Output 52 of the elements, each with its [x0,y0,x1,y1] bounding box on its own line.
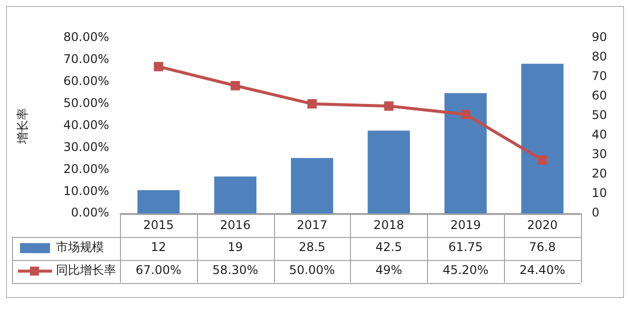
y-tick-label: 60.00% [63,74,110,88]
data-label: 61.75 [448,240,483,254]
x-tick-label: 2015 [143,218,174,232]
y2-tick-label: 40 [592,128,608,142]
point [154,62,164,72]
x-tick-label: 2017 [296,218,328,232]
y2-tick-label: 30 [592,147,608,162]
bar [290,158,334,214]
y-tick-label: 40.00% [63,118,110,132]
y2-tick-label: 10 [592,186,608,200]
y-tick-label: 70.00% [63,52,110,66]
bar [137,190,180,214]
y2-tick-label: 60 [592,88,608,103]
y2-tick-label: 0 [592,206,600,220]
data-label: 76.8 [528,240,556,254]
point [538,155,548,165]
data-label: 49% [375,263,402,278]
x-tick-label: 2016 [220,218,251,232]
data-label: 45.20% [442,263,488,278]
data-label: 28.5 [298,240,326,254]
data-label: 12 [150,240,166,254]
point [307,99,317,109]
data-label: 50.00% [289,263,335,278]
legend-label: 同比增长率 [56,263,116,278]
y2-tick-label: 70 [592,69,608,84]
data-label: 58.30% [212,263,258,278]
y2-tick-label: 20 [592,166,608,181]
data-label: 19 [228,240,243,254]
point [460,110,470,120]
point [384,101,394,111]
bar [368,130,410,214]
y-tick-label: 50.00% [63,96,110,110]
data-label: 42.5 [375,240,402,254]
data-label: 24.40% [519,263,566,278]
y2-tick-label: 50 [592,108,608,122]
y-axis-title: 增长率 [15,108,30,145]
bar [444,93,487,214]
y2-tick-label: 80 [592,50,608,64]
data-label: 67.00% [136,263,182,278]
bar [521,64,564,214]
y-tick-label: 20.00% [63,162,110,176]
point [230,80,240,90]
x-tick-label: 2019 [450,218,481,232]
y-tick-label: 0.00% [71,206,110,220]
bar [214,176,256,214]
y-tick-label: 30.00% [63,140,110,154]
y2-tick-label: 90 [592,30,608,44]
x-tick-label: 2020 [527,218,558,232]
y-tick-label: 80.00% [63,30,110,44]
x-tick-label: 2018 [374,218,404,232]
legend-label: 市场规模 [56,240,104,254]
y-tick-label: 10.00% [63,184,110,198]
